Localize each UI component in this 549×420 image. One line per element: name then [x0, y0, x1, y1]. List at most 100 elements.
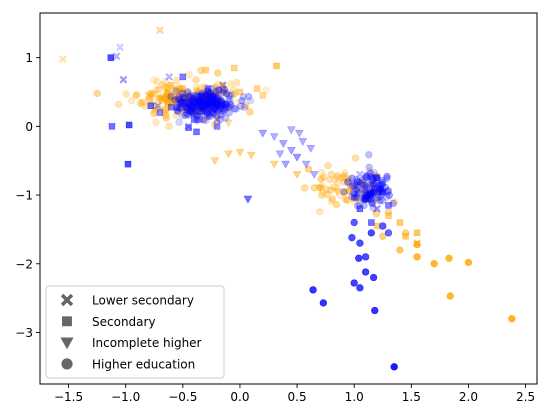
data-point	[167, 92, 175, 101]
data-point	[218, 99, 227, 107]
data-point	[190, 102, 199, 111]
data-point	[373, 193, 381, 201]
data-point	[184, 92, 192, 100]
data-point	[196, 97, 204, 105]
data-point	[208, 106, 216, 114]
data-point	[173, 96, 181, 104]
data-point	[164, 98, 172, 106]
data-point	[370, 187, 378, 195]
data-point	[211, 90, 219, 98]
data-point	[373, 174, 381, 182]
data-point	[185, 93, 193, 101]
data-point	[214, 96, 222, 105]
data-point	[157, 93, 165, 101]
data-point	[161, 111, 170, 120]
data-point	[319, 189, 327, 197]
data-point	[367, 189, 375, 198]
data-point	[205, 99, 213, 108]
data-point	[155, 94, 163, 102]
data-point	[175, 93, 183, 102]
data-point	[356, 239, 364, 247]
data-point	[211, 92, 220, 100]
data-point	[213, 80, 222, 89]
data-point	[172, 103, 181, 112]
data-point	[209, 98, 217, 107]
data-point	[198, 103, 206, 111]
data-point	[156, 26, 164, 35]
data-point	[203, 103, 212, 112]
data-point	[362, 183, 371, 192]
data-point	[132, 91, 141, 99]
data-point	[378, 177, 386, 185]
data-point	[356, 284, 364, 292]
data-point	[186, 91, 195, 99]
data-point	[163, 97, 172, 105]
data-point	[371, 306, 379, 315]
legend-label: Higher education	[92, 357, 195, 371]
data-point	[158, 97, 166, 105]
data-point	[185, 97, 194, 105]
data-point	[168, 103, 176, 112]
data-point	[200, 116, 208, 124]
data-point	[193, 104, 201, 112]
data-point	[190, 92, 198, 100]
data-point	[230, 90, 238, 98]
data-point	[179, 93, 187, 101]
data-point	[298, 138, 308, 146]
data-point	[354, 187, 362, 195]
data-point	[167, 81, 176, 90]
data-point	[352, 186, 360, 194]
data-point	[204, 103, 213, 111]
data-point	[153, 77, 161, 86]
data-point	[185, 101, 194, 109]
data-point	[309, 286, 317, 294]
data-point	[231, 105, 239, 113]
data-point	[225, 95, 233, 103]
data-point	[185, 105, 192, 113]
data-point	[179, 99, 187, 107]
data-point	[176, 104, 184, 112]
data-point	[175, 91, 183, 99]
data-point	[187, 105, 196, 113]
data-point	[230, 64, 238, 72]
data-point	[340, 188, 348, 196]
data-point	[220, 106, 229, 114]
data-point	[217, 97, 225, 105]
data-point	[188, 105, 197, 113]
data-point	[170, 86, 178, 95]
data-point	[172, 86, 180, 94]
data-point	[208, 93, 217, 101]
data-point	[365, 163, 373, 171]
data-point	[139, 99, 147, 106]
data-point	[219, 104, 227, 113]
data-point	[205, 90, 214, 98]
data-point	[192, 105, 201, 113]
data-point	[385, 212, 392, 219]
data-point	[191, 107, 200, 116]
data-point	[178, 112, 187, 120]
data-point	[224, 119, 233, 128]
data-point	[150, 109, 158, 118]
data-point	[213, 107, 222, 115]
data-point	[175, 84, 184, 92]
data-point	[361, 268, 370, 276]
data-point	[175, 95, 183, 104]
y-tick-label: −1	[15, 189, 33, 203]
data-point	[326, 176, 334, 184]
data-point	[369, 175, 377, 184]
data-point	[367, 173, 375, 181]
data-point	[191, 107, 200, 115]
data-point	[192, 97, 200, 105]
data-point	[211, 104, 220, 112]
data-point	[136, 99, 145, 108]
data-point	[185, 100, 193, 109]
data-point	[211, 113, 219, 121]
data-point	[180, 94, 188, 102]
data-point	[172, 87, 180, 95]
data-point	[177, 97, 185, 105]
data-point	[182, 103, 191, 111]
data-point	[242, 102, 249, 109]
data-point	[214, 113, 222, 122]
data-point	[253, 85, 261, 92]
data-point	[182, 91, 190, 100]
